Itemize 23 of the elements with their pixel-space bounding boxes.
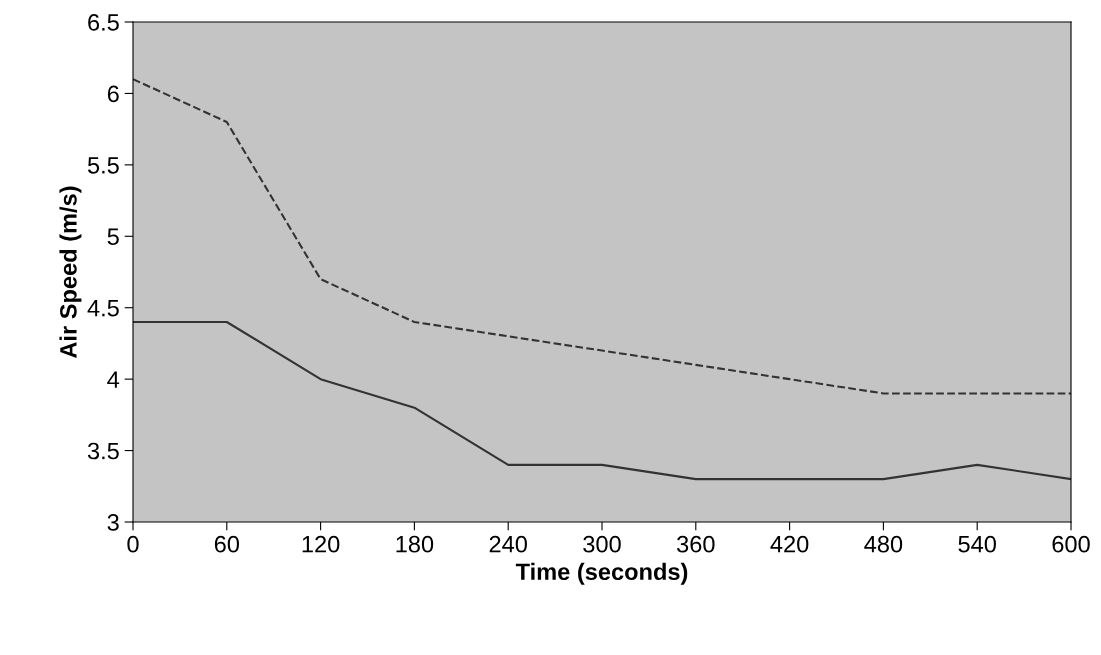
y-tick-label: 3.5 [87, 442, 119, 460]
y-tick-label: 6.5 [88, 14, 119, 31]
y-tick-label: 4 [107, 371, 120, 388]
x-tick-label: 0 [127, 535, 139, 553]
x-tick-label: 240 [489, 535, 527, 553]
line-series [133, 78, 1071, 395]
y-tick-label: 4.5 [87, 300, 119, 317]
x-tick-label: 180 [396, 535, 434, 553]
y-tick-label: 5 [107, 228, 119, 246]
line-series [133, 320, 1071, 481]
x-tick-label: 300 [583, 535, 621, 553]
x-tick-label: 540 [958, 535, 996, 553]
y-tick-label: 5.5 [87, 157, 119, 174]
x-axis-title: Time (seconds) [515, 562, 688, 585]
y-tick-label: 6 [107, 85, 119, 103]
x-tick-label: 600 [1052, 535, 1090, 553]
x-tick-label: 420 [770, 535, 809, 553]
x-tick-label: 480 [864, 535, 903, 553]
y-tick-label: 3 [107, 514, 119, 531]
x-tick-label: 360 [677, 535, 715, 553]
y-axis-title: Air Speed (m/s) [59, 186, 82, 358]
x-tick-label: 60 [214, 535, 240, 553]
x-tick-label: 120 [302, 535, 340, 553]
